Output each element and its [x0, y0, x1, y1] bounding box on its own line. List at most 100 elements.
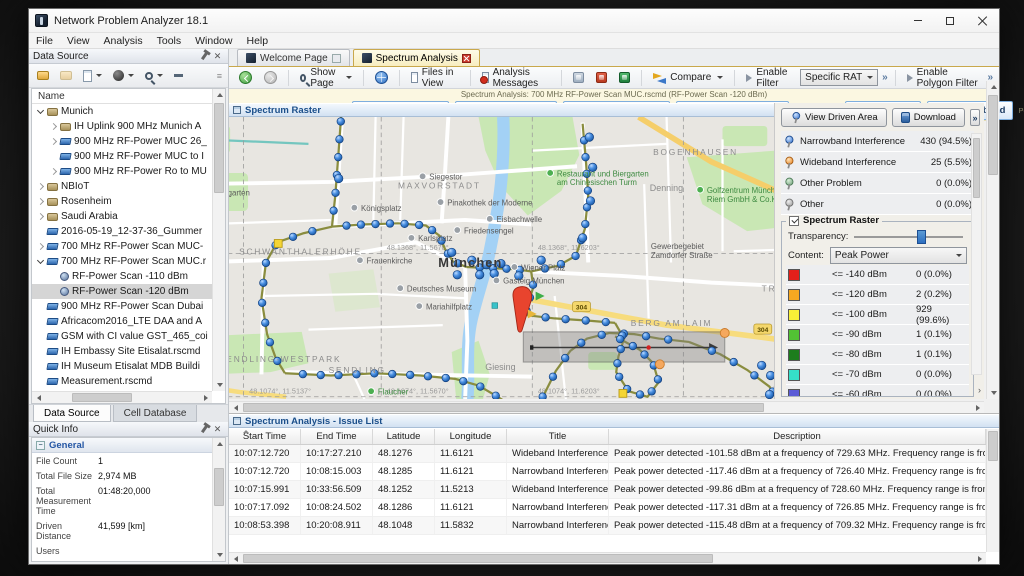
- legend-overflow-icon[interactable]: ›: [978, 385, 981, 395]
- transparency-slider[interactable]: [854, 236, 963, 238]
- files-in-view-button[interactable]: Files in View: [407, 69, 463, 87]
- enable-polygon-filter-button[interactable]: Enable Polygon Filter: [903, 69, 984, 87]
- measurement-dot[interactable]: [648, 388, 656, 396]
- measurement-dot[interactable]: [262, 259, 270, 267]
- expander-icon[interactable]: [36, 107, 45, 116]
- measurement-dot[interactable]: [260, 279, 268, 287]
- add-measurement-button[interactable]: [33, 67, 53, 85]
- column-header-longitude[interactable]: Longitude: [435, 429, 507, 444]
- measurement-dot[interactable]: [616, 335, 624, 343]
- tab-spectrum-analysis[interactable]: Spectrum Analysis: [353, 49, 480, 66]
- show-page-button[interactable]: Show Page: [296, 69, 356, 87]
- measurement-dot[interactable]: [615, 373, 623, 381]
- measurement-dot[interactable]: [582, 317, 590, 325]
- tab-cell-database[interactable]: Cell Database: [113, 405, 198, 422]
- measurement-dot[interactable]: [442, 374, 450, 382]
- tree-item[interactable]: 900 MHz RF-Power MUC to I: [32, 149, 212, 164]
- measurement-dot[interactable]: [336, 135, 344, 143]
- measurement-dot[interactable]: [334, 153, 342, 161]
- content-select[interactable]: Peak Power: [830, 247, 967, 264]
- measurement-dot[interactable]: [641, 351, 649, 359]
- measurement-dot[interactable]: [751, 372, 759, 380]
- measurement-dot[interactable]: [309, 227, 317, 235]
- map-horizontal-scrollbar[interactable]: [229, 401, 984, 413]
- export-pdf-button[interactable]: [592, 69, 611, 87]
- specific-rat-select[interactable]: Specific RAT: [800, 69, 878, 86]
- tab-close-icon[interactable]: [462, 54, 471, 63]
- tree-item[interactable]: Rosenheim: [32, 194, 212, 209]
- column-header-description[interactable]: Description: [609, 429, 986, 444]
- tree-item[interactable]: 900 MHz RF-Power Ro to MU: [32, 164, 212, 179]
- back-button[interactable]: [235, 69, 256, 87]
- tab-close-icon[interactable]: [332, 54, 341, 63]
- measurement-dot[interactable]: [261, 319, 269, 327]
- tree-item[interactable]: 700 MHz RF-Power Scan MUC.r: [32, 254, 212, 269]
- measurement-dot[interactable]: [617, 345, 625, 353]
- expander-icon[interactable]: [36, 197, 45, 206]
- forward-button[interactable]: [260, 69, 281, 87]
- tree-item[interactable]: NBIoT: [32, 179, 212, 194]
- legend-scrollbar[interactable]: [971, 133, 982, 375]
- file-options-button[interactable]: [79, 67, 106, 85]
- measurement-dot[interactable]: [477, 383, 485, 391]
- tree-item[interactable]: IH Museum Etisalat MDB Buildi: [32, 359, 212, 374]
- measurement-dot[interactable]: [549, 373, 557, 381]
- measurement-dot[interactable]: [614, 359, 622, 367]
- event-dot-orange[interactable]: [720, 329, 729, 338]
- tree-item[interactable]: RF-Power Scan -120 dBm: [32, 284, 212, 299]
- table-row[interactable]: 10:07:12.72010:17:27.21048.127611.6121Wi…: [229, 445, 986, 463]
- tree-item[interactable]: Munich: [32, 104, 212, 119]
- measurement-dot[interactable]: [453, 271, 462, 280]
- table-row[interactable]: 10:07:15.99110:33:56.50948.125211.5213Wi…: [229, 481, 986, 499]
- measurement-dot[interactable]: [428, 226, 436, 234]
- measurement-dot[interactable]: [539, 393, 547, 399]
- table-row[interactable]: 10:07:17.09210:08:24.50248.128611.6121Na…: [229, 499, 986, 517]
- measurement-dot[interactable]: [343, 222, 351, 230]
- measurement-dot[interactable]: [757, 361, 766, 370]
- menu-window[interactable]: Window: [188, 33, 239, 48]
- quick-info-section-general[interactable]: − General: [32, 438, 212, 453]
- tree-item[interactable]: 900 MHz RF-Power Scan Dubai: [32, 299, 212, 314]
- column-header-title[interactable]: Title: [507, 429, 609, 444]
- measurement-dot[interactable]: [490, 269, 499, 278]
- legend-problem-row[interactable]: Wideband Interference25 (5.5%): [781, 152, 974, 173]
- export-excel-button[interactable]: [615, 69, 634, 87]
- measurement-dot[interactable]: [562, 315, 570, 323]
- measurement-dot[interactable]: [598, 331, 606, 339]
- map-canvas[interactable]: 48.1368°, 11.5670°48.1368°, 11.6203°48.1…: [229, 117, 774, 399]
- measurement-dot[interactable]: [492, 392, 500, 399]
- measurement-dot[interactable]: [602, 318, 610, 326]
- maximize-button[interactable]: [935, 11, 965, 31]
- measurement-dot[interactable]: [475, 271, 484, 280]
- tab-welcome-page[interactable]: Welcome Page: [237, 49, 350, 66]
- measurement-dot[interactable]: [577, 339, 585, 347]
- legend-problem-row[interactable]: Other0 (0.0%): [781, 194, 974, 215]
- measurement-dot[interactable]: [636, 391, 644, 399]
- measurement-dot[interactable]: [299, 370, 307, 378]
- column-header-start-time[interactable]: Start Time: [229, 429, 301, 444]
- view-driven-area-button[interactable]: View Driven Area: [781, 108, 887, 127]
- measurement-dot[interactable]: [561, 354, 569, 362]
- map-view-button[interactable]: [371, 69, 392, 87]
- measurement-dot[interactable]: [730, 358, 738, 366]
- table-row[interactable]: 10:08:53.39810:20:08.91148.104811.5832Na…: [229, 517, 986, 535]
- tree-item[interactable]: 700 MHz RF-Power Scan MUC-: [32, 239, 212, 254]
- measurement-dot[interactable]: [337, 118, 345, 126]
- close-button[interactable]: [967, 11, 997, 31]
- measurement-dot[interactable]: [585, 133, 594, 142]
- expander-icon[interactable]: [49, 122, 58, 131]
- panel-close-icon[interactable]: ✕: [211, 50, 224, 62]
- menu-view[interactable]: View: [60, 33, 97, 48]
- measurement-dot[interactable]: [766, 371, 774, 380]
- measurement-dot[interactable]: [258, 299, 266, 307]
- tree-item[interactable]: 2016-05-19_12-37-36_Gummer: [32, 224, 212, 239]
- globe-options-button[interactable]: [109, 67, 138, 85]
- tree-horizontal-scrollbar[interactable]: [32, 391, 212, 403]
- measurement-dot[interactable]: [664, 336, 672, 344]
- measurement-dot[interactable]: [584, 187, 592, 195]
- measurement-dot[interactable]: [629, 342, 637, 350]
- expander-icon[interactable]: [36, 182, 45, 191]
- spectrum-raster-checkbox[interactable]: [789, 216, 799, 226]
- measurement-dot[interactable]: [582, 220, 590, 228]
- column-header-end-time[interactable]: End Time: [301, 429, 373, 444]
